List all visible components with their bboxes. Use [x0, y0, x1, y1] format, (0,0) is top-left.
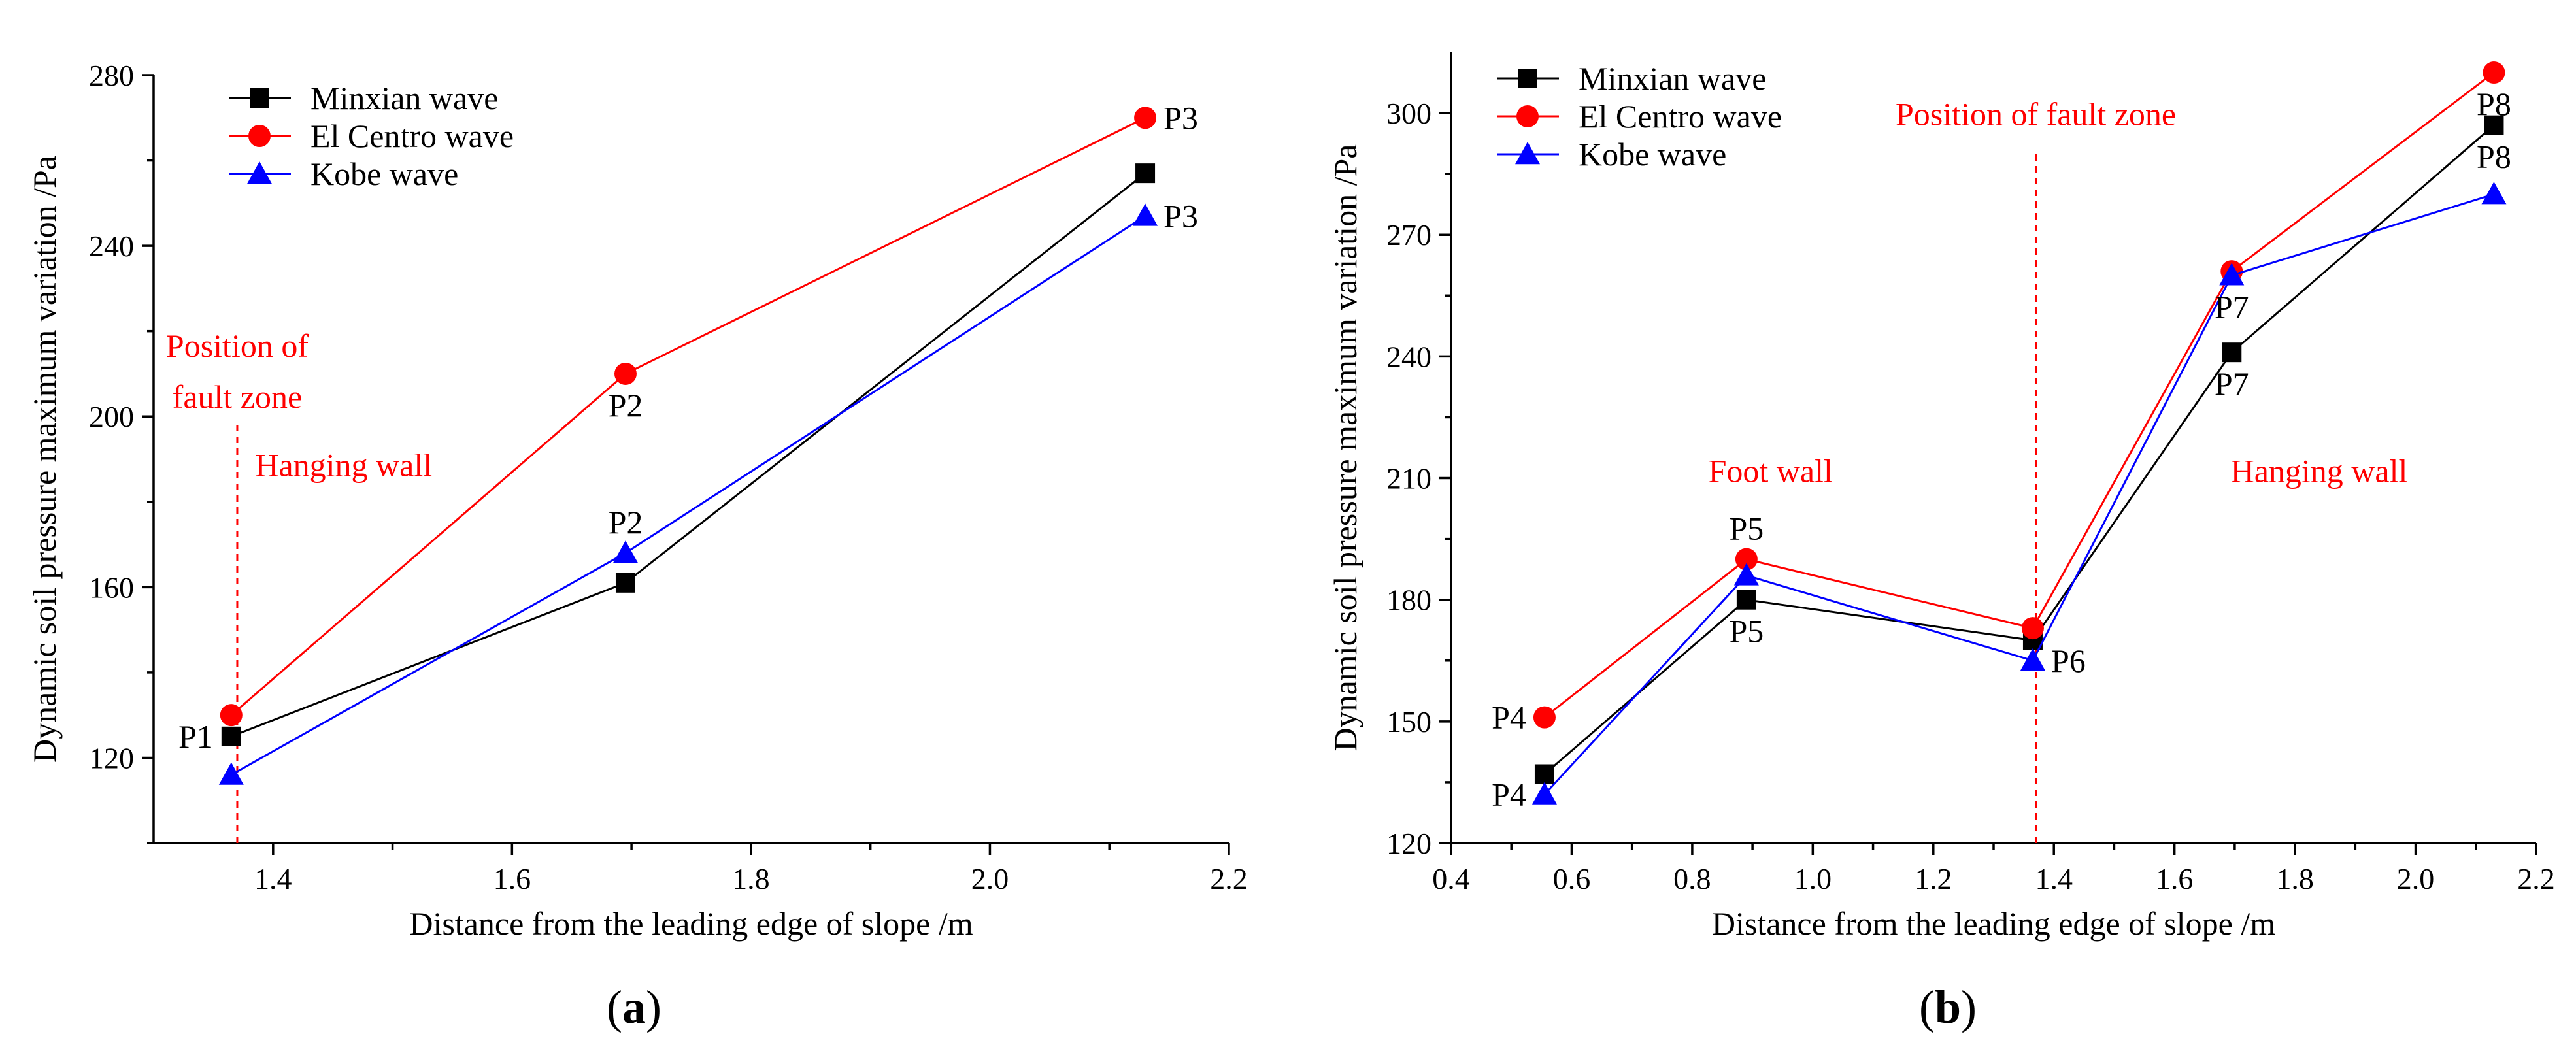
- y-tick-label: 210: [1386, 462, 1431, 495]
- y-tick-label: 240: [89, 229, 134, 263]
- series-line: [231, 215, 1146, 776]
- x-tick-label: 1.8: [732, 862, 770, 895]
- y-tick-label: 270: [1386, 218, 1431, 252]
- y-tick-label: 120: [1386, 827, 1431, 860]
- legend-marker: [1518, 69, 1537, 88]
- data-point: [1533, 706, 1556, 729]
- series-line: [1543, 193, 2494, 795]
- x-tick-label: 2.0: [971, 862, 1009, 895]
- data-point: [1531, 782, 1557, 805]
- data-point: [2219, 263, 2245, 286]
- x-tick-label: 0.8: [1673, 862, 1711, 895]
- x-tick-label: 0.4: [1432, 862, 1470, 895]
- annotation: Hanging wall: [2231, 453, 2408, 490]
- data-point: [614, 362, 637, 385]
- point-label: P3: [1163, 197, 1198, 234]
- legend-entry: Minxian wave: [1579, 60, 1766, 97]
- legend-entry: El Centro wave: [310, 118, 514, 154]
- x-tick-label: 2.2: [1210, 862, 1248, 895]
- data-point: [2481, 182, 2507, 205]
- point-label: P5: [1729, 613, 1764, 650]
- x-tick-label: 0.6: [1553, 862, 1591, 895]
- y-tick-label: 200: [89, 400, 134, 433]
- point-label: P6: [2051, 642, 2086, 679]
- legend-entry: Minxian wave: [310, 80, 498, 116]
- legend-marker: [1516, 105, 1539, 127]
- point-label: P7: [2215, 288, 2249, 325]
- annotation: Position of fault zone: [1896, 96, 2176, 133]
- data-point: [2021, 617, 2044, 640]
- x-axis-title: Distance from the leading edge of slope …: [409, 905, 973, 942]
- annotation: Position of: [166, 327, 309, 364]
- x-axis-title: Distance from the leading edge of slope …: [1712, 905, 2275, 942]
- series-line: [1543, 124, 2495, 775]
- panel-label: (b): [1919, 981, 1977, 1033]
- x-tick-label: 1.8: [2276, 862, 2314, 895]
- point-label: P2: [609, 504, 643, 540]
- x-tick-label: 2.2: [2517, 862, 2555, 895]
- legend-marker: [250, 88, 269, 108]
- x-tick-label: 2.0: [2397, 862, 2435, 895]
- data-point: [1534, 764, 1554, 784]
- data-point: [2483, 61, 2505, 84]
- y-tick-label: 160: [89, 571, 134, 604]
- data-point: [1133, 203, 1158, 226]
- annotation: fault zone: [173, 378, 303, 415]
- legend-entry: Kobe wave: [310, 156, 458, 192]
- y-tick-label: 120: [89, 741, 134, 774]
- x-tick-label: 1.2: [1915, 862, 1952, 895]
- series-line: [230, 116, 1146, 716]
- data-point: [1736, 590, 1756, 610]
- legend-marker: [248, 125, 271, 147]
- data-point: [1735, 548, 1758, 571]
- x-tick-label: 1.4: [254, 862, 292, 895]
- point-label: P2: [609, 387, 643, 424]
- data-point: [1134, 107, 1157, 129]
- x-tick-label: 1.6: [2156, 862, 2194, 895]
- annotation: Foot wall: [1709, 453, 1833, 490]
- point-label: P3: [1163, 99, 1198, 136]
- point-label: P1: [178, 718, 213, 755]
- y-axis-title: Dynamic soil pressure maximum variation …: [1327, 144, 1363, 752]
- data-point: [218, 762, 244, 785]
- point-label: P4: [1492, 776, 1526, 813]
- data-point: [2484, 115, 2504, 135]
- x-tick-label: 1.4: [2035, 862, 2073, 895]
- data-point: [1733, 563, 1759, 586]
- panel-label: (a): [607, 981, 661, 1033]
- y-tick-label: 180: [1386, 584, 1431, 617]
- data-point: [2222, 342, 2242, 363]
- legend-entry: El Centro wave: [1579, 98, 1782, 135]
- x-tick-label: 1.0: [1794, 862, 1832, 895]
- data-point: [221, 726, 241, 746]
- data-point: [615, 573, 635, 593]
- legend-entry: Kobe wave: [1579, 136, 1726, 173]
- y-tick-label: 300: [1386, 97, 1431, 130]
- data-point: [2020, 648, 2045, 671]
- chart-b: 0.4 0.6 0.8 1.0 1.2 1.4 1.6 1.8 2.0 2.2 120 150 180 2…: [1327, 52, 2555, 1033]
- point-label: P7: [2215, 365, 2249, 402]
- y-tick-label: 240: [1386, 340, 1431, 373]
- data-point: [1135, 163, 1156, 184]
- legend-marker: [247, 161, 272, 184]
- legend-marker: [1515, 142, 1540, 165]
- data-point: [612, 540, 638, 563]
- chart-a: 1.4 1.6 1.8 2.0 2.2 120 160 200 240 280 Distance f…: [26, 59, 1248, 1033]
- point-label: P5: [1729, 510, 1764, 547]
- point-label: P8: [2477, 86, 2511, 122]
- point-label: P8: [2477, 139, 2511, 175]
- y-tick-label: 150: [1386, 705, 1431, 739]
- y-axis-title: Dynamic soil pressure maximum variation …: [26, 156, 63, 763]
- point-label: P4: [1492, 699, 1526, 736]
- annotation: Hanging wall: [255, 447, 432, 484]
- y-tick-label: 280: [89, 59, 134, 92]
- x-tick-label: 1.6: [493, 862, 531, 895]
- data-point: [220, 704, 243, 727]
